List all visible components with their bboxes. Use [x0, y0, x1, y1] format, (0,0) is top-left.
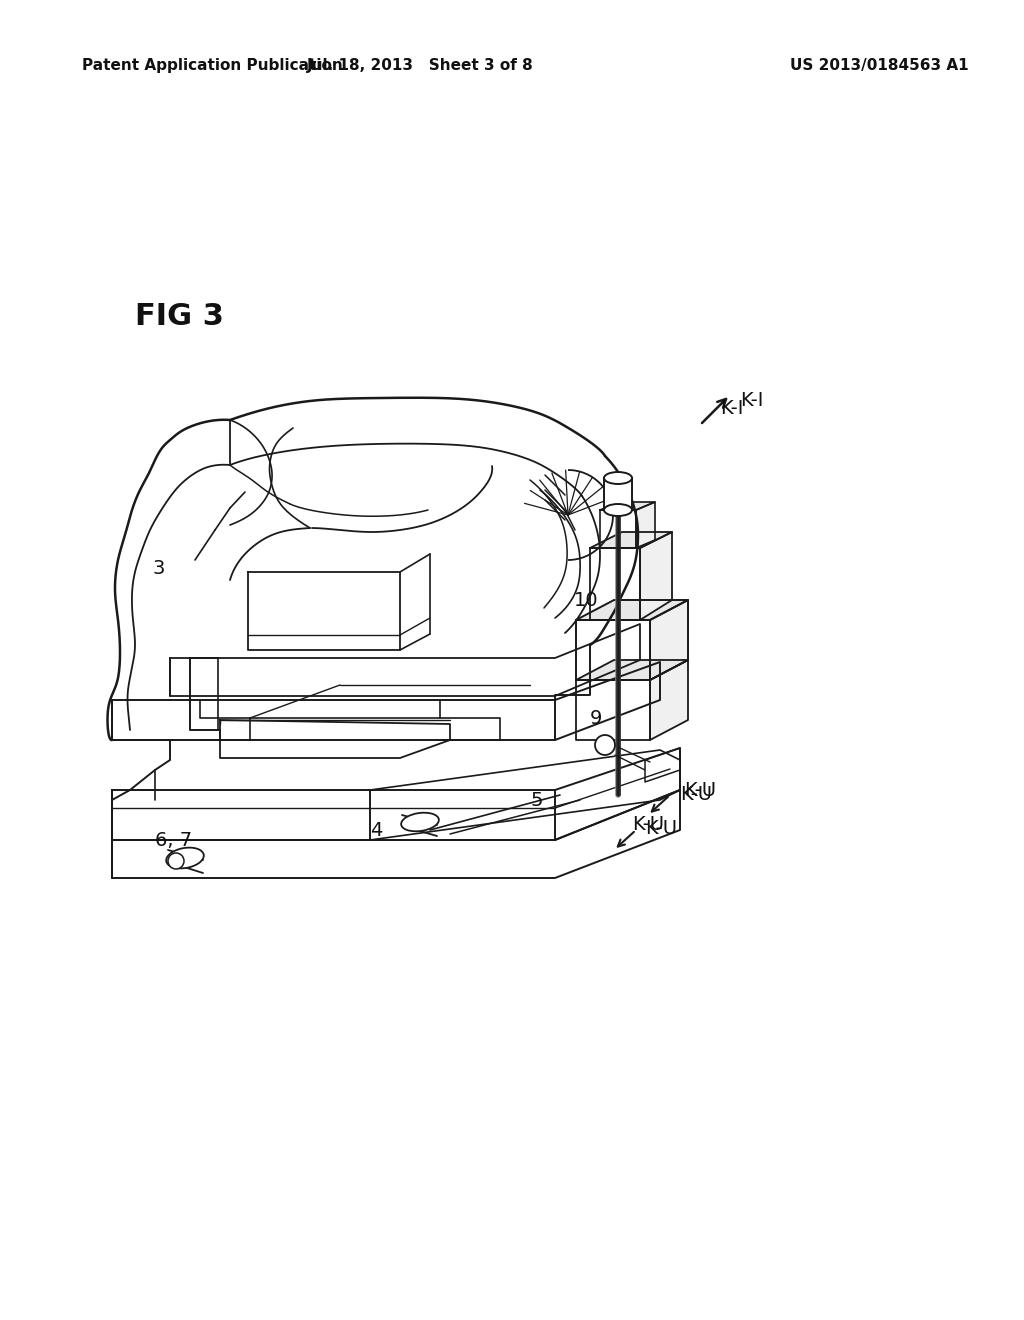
Polygon shape: [590, 532, 672, 548]
Ellipse shape: [604, 504, 632, 516]
Text: Patent Application Publication: Patent Application Publication: [82, 58, 343, 73]
Text: 8: 8: [620, 480, 633, 499]
Text: K-U: K-U: [684, 780, 716, 800]
Bar: [604, 478, 632, 510]
Ellipse shape: [604, 473, 632, 484]
Text: 6, 7: 6, 7: [155, 830, 193, 850]
Text: 4: 4: [370, 821, 382, 840]
Text: K-I: K-I: [740, 391, 763, 409]
Polygon shape: [650, 660, 688, 741]
Text: K-U: K-U: [680, 785, 712, 804]
Text: Jul. 18, 2013   Sheet 3 of 8: Jul. 18, 2013 Sheet 3 of 8: [306, 58, 534, 73]
Text: FIG 3: FIG 3: [135, 302, 224, 331]
Text: K-I: K-I: [720, 399, 743, 417]
Polygon shape: [575, 601, 688, 620]
Text: K-U: K-U: [632, 814, 665, 833]
Polygon shape: [650, 601, 688, 680]
Text: K-U: K-U: [645, 818, 677, 837]
Polygon shape: [636, 502, 655, 548]
Text: 3: 3: [152, 558, 165, 578]
Ellipse shape: [166, 847, 204, 869]
Circle shape: [168, 853, 184, 869]
Circle shape: [595, 735, 615, 755]
Polygon shape: [600, 502, 655, 510]
Polygon shape: [640, 532, 672, 620]
Text: US 2013/0184563 A1: US 2013/0184563 A1: [790, 58, 969, 73]
Ellipse shape: [401, 813, 439, 832]
Text: 9: 9: [590, 709, 602, 727]
Text: 5: 5: [530, 791, 543, 809]
Text: 10: 10: [574, 590, 599, 610]
Polygon shape: [575, 660, 688, 680]
